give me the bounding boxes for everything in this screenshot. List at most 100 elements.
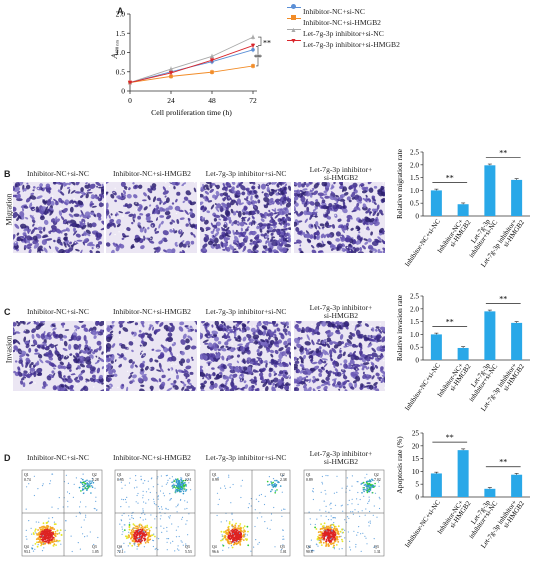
stained-cell bbox=[128, 374, 133, 379]
stained-cell bbox=[285, 382, 289, 386]
pore bbox=[268, 184, 271, 187]
event-dot bbox=[25, 529, 27, 531]
event-dot bbox=[327, 543, 330, 545]
stained-cell bbox=[323, 190, 328, 194]
stained-cell bbox=[72, 227, 76, 232]
event-dot bbox=[282, 529, 284, 531]
stained-cell bbox=[373, 185, 378, 189]
x-tick-label: 0 bbox=[128, 96, 132, 105]
stained-cell bbox=[247, 217, 251, 222]
event-dot bbox=[232, 533, 234, 535]
pore bbox=[224, 360, 227, 363]
stained-cell bbox=[234, 387, 240, 391]
stained-cell bbox=[215, 243, 221, 250]
event-dot bbox=[247, 530, 249, 533]
stained-cell bbox=[87, 214, 91, 219]
event-dot bbox=[30, 527, 32, 529]
event-dot bbox=[236, 529, 239, 532]
stained-cell bbox=[25, 353, 30, 357]
pore bbox=[170, 368, 172, 370]
pore bbox=[125, 350, 127, 352]
panel-b-letter: B bbox=[4, 169, 11, 179]
stained-cell bbox=[107, 347, 111, 352]
event-dot bbox=[39, 541, 41, 543]
stained-cell bbox=[91, 222, 97, 228]
pore bbox=[371, 238, 374, 240]
event-dot bbox=[184, 500, 186, 502]
pore bbox=[43, 325, 45, 328]
event-dot bbox=[58, 539, 61, 542]
stained-cell bbox=[355, 375, 361, 382]
event-dot bbox=[229, 533, 232, 535]
event-dot bbox=[333, 540, 336, 543]
stained-cell bbox=[332, 360, 336, 364]
stained-cell bbox=[312, 211, 318, 214]
event-dot bbox=[333, 527, 336, 530]
bar bbox=[430, 473, 442, 497]
data-point bbox=[251, 64, 255, 68]
stained-cell bbox=[101, 183, 104, 187]
event-dot bbox=[334, 504, 337, 506]
event-dot bbox=[232, 537, 235, 540]
quadrant-label: Q2 bbox=[280, 473, 285, 477]
stained-cell bbox=[111, 324, 115, 327]
event-dot bbox=[355, 546, 357, 548]
event-dot bbox=[373, 538, 375, 540]
stained-cell bbox=[64, 329, 70, 331]
stained-cell bbox=[363, 336, 367, 340]
pore bbox=[101, 201, 104, 204]
stained-cell bbox=[374, 221, 380, 227]
stained-cell bbox=[266, 223, 271, 230]
stained-cell bbox=[176, 191, 181, 196]
stained-cell bbox=[131, 349, 134, 353]
stained-cell bbox=[371, 375, 375, 380]
event-dot bbox=[378, 496, 380, 498]
pore bbox=[34, 190, 36, 192]
event-dot bbox=[137, 545, 140, 547]
event-dot bbox=[126, 496, 128, 498]
event-dot bbox=[281, 491, 283, 493]
event-dot bbox=[33, 475, 35, 477]
stained-cell bbox=[49, 207, 54, 211]
pore bbox=[126, 187, 129, 190]
event-dot bbox=[309, 546, 311, 548]
stained-cell bbox=[221, 227, 227, 232]
event-dot bbox=[184, 489, 186, 491]
event-dot bbox=[161, 485, 163, 487]
event-dot bbox=[227, 528, 230, 530]
event-dot bbox=[139, 517, 141, 519]
stained-cell bbox=[247, 321, 251, 324]
stained-cell bbox=[200, 205, 205, 211]
pore bbox=[97, 357, 99, 359]
stained-cell bbox=[273, 182, 277, 185]
pore bbox=[222, 323, 224, 325]
event-dot bbox=[56, 529, 59, 532]
event-dot bbox=[222, 544, 224, 546]
event-dot bbox=[182, 490, 185, 493]
event-dot bbox=[91, 486, 94, 488]
stained-cell bbox=[61, 210, 64, 213]
stained-cell bbox=[237, 220, 241, 225]
event-dot bbox=[228, 522, 231, 525]
event-dot bbox=[144, 480, 146, 482]
stained-cell bbox=[265, 386, 269, 391]
stained-cell bbox=[160, 381, 166, 387]
quadrant-label: Q4 bbox=[306, 545, 311, 549]
event-dot bbox=[136, 548, 138, 550]
stained-cell bbox=[306, 238, 312, 243]
event-dot bbox=[124, 551, 126, 553]
stained-cell bbox=[266, 194, 269, 198]
event-dot bbox=[129, 477, 131, 479]
pore bbox=[200, 230, 202, 232]
event-dot bbox=[228, 476, 230, 478]
stained-cell bbox=[152, 196, 157, 203]
event-dot bbox=[134, 544, 136, 546]
event-dot bbox=[131, 540, 134, 542]
event-dot bbox=[318, 539, 320, 542]
event-dot bbox=[246, 525, 249, 528]
series-line bbox=[129, 65, 254, 83]
stained-cell bbox=[244, 384, 249, 389]
pore bbox=[135, 208, 138, 211]
stained-cell bbox=[80, 349, 84, 353]
event-dot bbox=[351, 503, 353, 505]
